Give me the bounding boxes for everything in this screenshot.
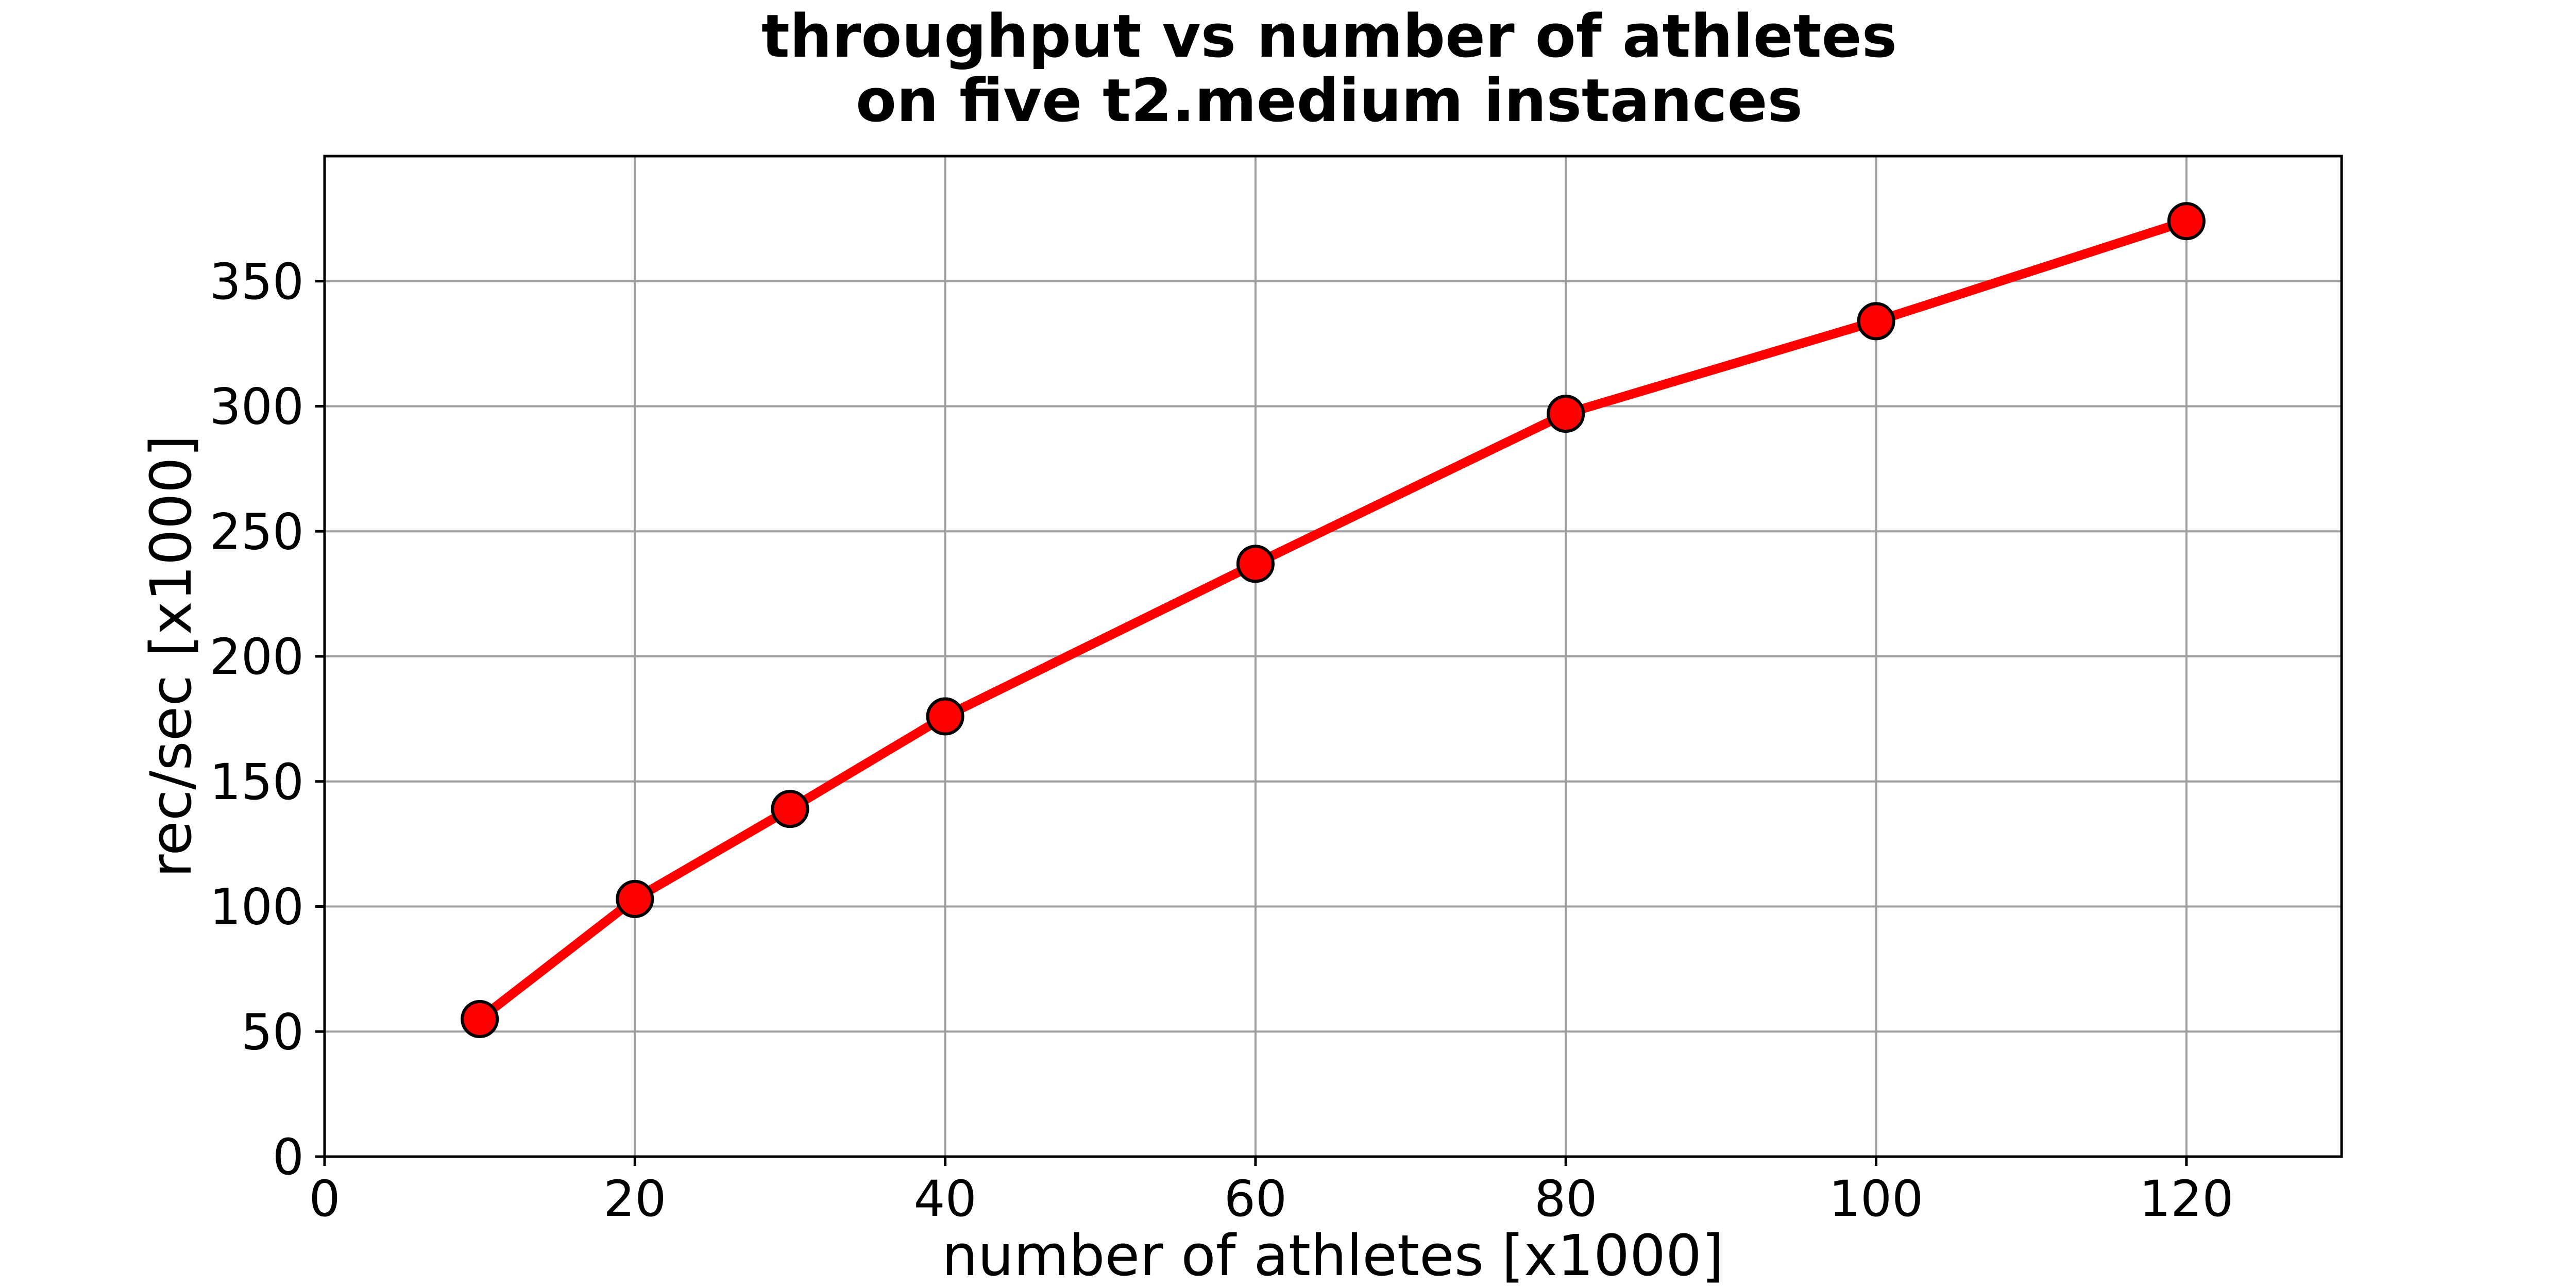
data-point: [616, 879, 654, 918]
x-tick-label: 0: [309, 1170, 340, 1228]
x-axis-label: number of athletes [x1000]: [942, 1223, 1724, 1288]
chart-title-line-1: throughput vs number of athletes: [761, 2, 1897, 71]
y-axis-label: rec/sec [x1000]: [138, 435, 204, 877]
data-point: [1236, 545, 1275, 583]
series: [461, 202, 2206, 1038]
chart-title-line-2: on five t2.medium instances: [856, 66, 1803, 135]
data-point: [771, 790, 809, 828]
ticks: 0 20 40 60 80 100 120 0 50 100 150 200 250 300 350: [210, 253, 2234, 1228]
x-tick-label: 120: [2139, 1170, 2233, 1228]
plot-frame: [323, 155, 2343, 1158]
y-tick-label: 250: [210, 503, 304, 561]
x-tick-label: 40: [914, 1170, 977, 1228]
y-tick-label: 200: [210, 628, 304, 686]
y-tick-label: 0: [273, 1128, 304, 1186]
series-line: [475, 216, 2191, 1024]
data-point: [1547, 395, 1585, 433]
x-tick-label: 80: [1534, 1170, 1597, 1228]
x-tick-label: 60: [1224, 1170, 1287, 1228]
y-tick-label: 50: [241, 1003, 304, 1061]
y-tick-label: 350: [210, 253, 304, 311]
data-point: [1857, 302, 1895, 341]
x-tick-label: 100: [1829, 1170, 1923, 1228]
data-point: [926, 697, 964, 736]
y-tick-label: 300: [210, 378, 304, 436]
data-point: [2167, 202, 2206, 241]
grid: [324, 156, 2342, 1158]
x-tick-label: 20: [603, 1170, 666, 1228]
y-tick-label: 100: [210, 878, 304, 936]
data-point: [461, 999, 499, 1038]
y-tick-label: 150: [210, 753, 304, 811]
